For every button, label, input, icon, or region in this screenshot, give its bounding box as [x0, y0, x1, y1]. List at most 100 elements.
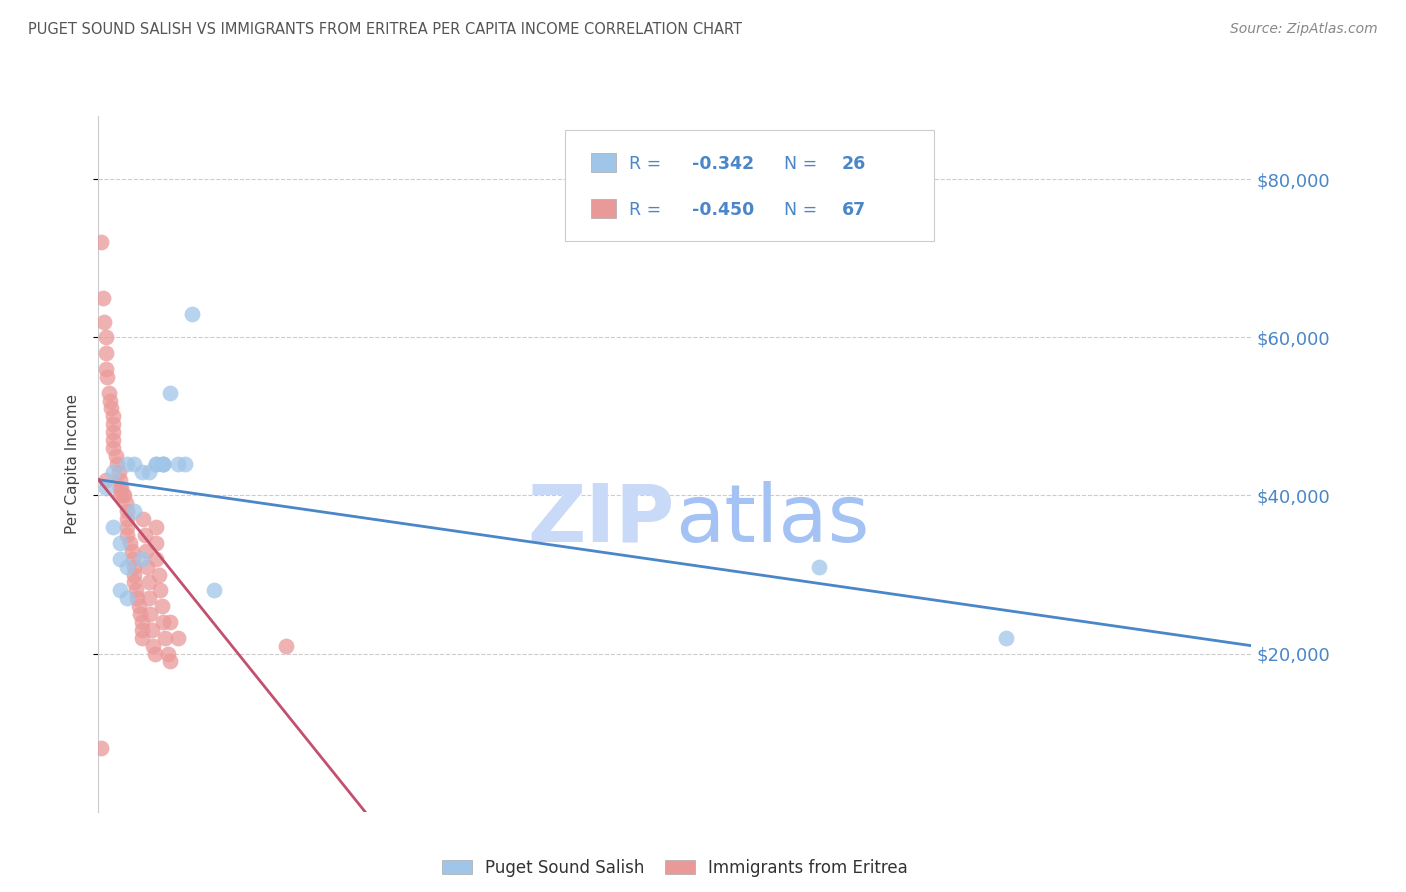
Point: [108, 583, 131, 598]
Point: [124, 575, 146, 590]
Point: [159, 385, 181, 400]
Point: [94, 330, 117, 344]
Point: [129, 607, 152, 621]
Point: [101, 433, 124, 447]
Point: [135, 544, 157, 558]
Point: [124, 559, 146, 574]
Point: [174, 457, 197, 471]
Point: [166, 631, 188, 645]
Point: [145, 520, 167, 534]
Text: Source: ZipAtlas.com: Source: ZipAtlas.com: [1230, 22, 1378, 37]
Point: [995, 631, 1018, 645]
Point: [117, 591, 139, 606]
FancyBboxPatch shape: [591, 153, 616, 172]
Point: [131, 551, 153, 566]
Point: [134, 528, 156, 542]
Point: [94, 362, 117, 376]
Point: [152, 457, 174, 471]
Point: [143, 647, 166, 661]
Point: [91, 291, 114, 305]
Point: [148, 567, 170, 582]
Point: [105, 457, 128, 471]
Point: [108, 551, 131, 566]
Text: 26: 26: [842, 155, 866, 173]
Point: [94, 481, 117, 495]
Point: [114, 496, 136, 510]
Point: [128, 599, 150, 614]
Point: [139, 607, 162, 621]
Point: [111, 488, 134, 502]
Point: [149, 583, 172, 598]
Point: [152, 615, 174, 629]
Point: [132, 512, 155, 526]
Point: [90, 235, 112, 250]
Point: [104, 449, 127, 463]
Point: [117, 512, 139, 526]
Point: [181, 307, 204, 321]
Point: [101, 441, 124, 455]
FancyBboxPatch shape: [591, 199, 616, 218]
Text: ZIP: ZIP: [527, 481, 675, 558]
Point: [96, 370, 118, 384]
Text: -0.450: -0.450: [692, 201, 755, 219]
Point: [124, 567, 146, 582]
Point: [145, 457, 167, 471]
Point: [101, 409, 124, 424]
Point: [117, 520, 139, 534]
FancyBboxPatch shape: [565, 130, 934, 241]
Point: [131, 615, 153, 629]
Point: [93, 314, 115, 328]
Point: [107, 465, 129, 479]
Text: atlas: atlas: [675, 481, 869, 558]
Point: [125, 583, 148, 598]
Point: [101, 465, 124, 479]
Point: [94, 346, 117, 360]
Point: [98, 393, 121, 408]
Point: [108, 488, 131, 502]
Point: [122, 551, 145, 566]
Point: [150, 599, 173, 614]
Point: [202, 583, 225, 598]
Point: [141, 623, 163, 637]
Text: N =: N =: [785, 155, 823, 173]
Point: [159, 655, 181, 669]
Point: [131, 623, 153, 637]
Text: PUGET SOUND SALISH VS IMMIGRANTS FROM ERITREA PER CAPITA INCOME CORRELATION CHAR: PUGET SOUND SALISH VS IMMIGRANTS FROM ER…: [28, 22, 742, 37]
Point: [117, 457, 139, 471]
Point: [101, 425, 124, 440]
Point: [136, 559, 159, 574]
Point: [90, 741, 112, 756]
Point: [101, 417, 124, 432]
Text: R =: R =: [628, 155, 666, 173]
Point: [807, 559, 830, 574]
Point: [101, 520, 124, 534]
Text: N =: N =: [785, 201, 823, 219]
Point: [159, 615, 181, 629]
Y-axis label: Per Capita Income: Per Capita Income: [65, 393, 80, 534]
Point: [145, 551, 167, 566]
Point: [152, 457, 174, 471]
Point: [131, 631, 153, 645]
Point: [108, 481, 131, 495]
Point: [124, 457, 146, 471]
Point: [124, 504, 146, 518]
Point: [110, 481, 132, 495]
Point: [156, 647, 179, 661]
Text: -0.342: -0.342: [692, 155, 754, 173]
Point: [108, 473, 131, 487]
Point: [152, 457, 174, 471]
Point: [131, 465, 153, 479]
Point: [138, 575, 160, 590]
Text: R =: R =: [628, 201, 666, 219]
Point: [127, 591, 149, 606]
Point: [121, 544, 143, 558]
Point: [117, 559, 139, 574]
Point: [166, 457, 188, 471]
Point: [97, 385, 120, 400]
Point: [145, 457, 167, 471]
Point: [108, 536, 131, 550]
Point: [274, 639, 297, 653]
Point: [138, 591, 160, 606]
Point: [142, 639, 165, 653]
Point: [117, 504, 139, 518]
